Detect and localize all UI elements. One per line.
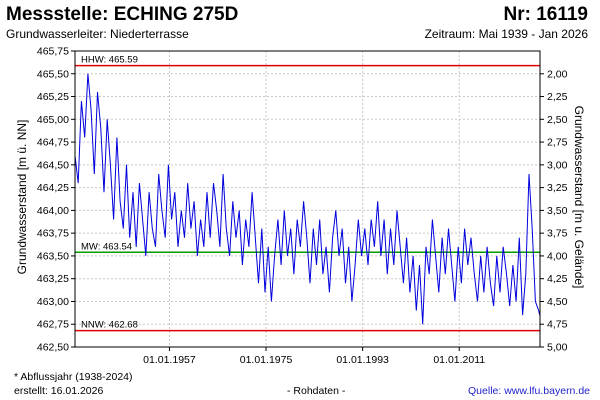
reference-line-label: MW: 463.54 [81,241,132,252]
left-tick-label: 465,25 [37,91,69,103]
footnote: * Abflussjahr (1938-2024) [14,371,133,383]
left-tick-label: 465,50 [37,68,69,80]
created-date: erstellt: 16.01.2026 [14,385,104,397]
groundwater-series-line [74,73,541,325]
left-tick-label: 462,75 [37,319,69,331]
plot-border [74,50,541,348]
left-tick-label: 465,75 [37,46,69,58]
source-link[interactable]: Quelle: www.lfu.bayern.de [468,385,590,397]
rawdata-label: - Rohdaten - [287,385,346,397]
aquifer-label: Grundwasserleiter: Niederterrasse [6,27,189,41]
left-tick-label: 463,75 [37,228,69,240]
right-tick-label: 3,25 [547,182,568,194]
y-axis-label-right: Grundwasserstand [m u. Gelände] [572,106,586,289]
left-tick-label: 462,50 [37,342,69,354]
right-tick-label: 4,75 [547,319,568,331]
right-tick-label: 4,00 [547,250,568,262]
right-tick-label: 2,50 [547,114,568,126]
right-tick-label: 4,50 [547,296,568,308]
x-axis-ticks: 01.01.1957 01.01.1975 01.01.1993 01.01.2011 [143,347,485,366]
right-tick-label: 4,25 [547,273,568,285]
x-tick-label: 01.01.1975 [240,354,293,366]
right-tick-label: 3,00 [547,159,568,171]
station-number: Nr: 16119 [503,4,588,25]
left-tick-label: 464,50 [37,159,69,171]
left-tick-label: 463,25 [37,273,69,285]
x-tick-label: 01.01.1993 [336,354,389,366]
right-tick-label: 2,00 [547,68,568,80]
left-tick-label: 465,00 [37,114,69,126]
station-title: Messstelle: ECHING 275D [6,4,239,25]
x-tick-label: 01.01.2011 [433,354,485,366]
chart-grid [75,50,540,348]
left-tick-label: 463,00 [37,296,69,308]
left-tick-label: 464,75 [37,137,69,149]
left-tick-label: 463,50 [37,250,69,262]
y-axis-label-left: Grundwasserstand [m ü. NN] [15,120,29,275]
right-tick-label: 5,00 [547,342,568,354]
left-tick-label: 464,00 [37,205,69,217]
period-label: Zeitraum: Mai 1939 - Jan 2026 [424,27,588,41]
reference-lines: HHW: 465.59 MW: 463.54 NNW: 462.68 [75,55,540,332]
right-tick-label: 3,50 [547,205,568,217]
right-tick-label: 2,75 [547,137,568,149]
right-tick-label: 3,75 [547,228,568,240]
left-axis-ticks: 465,75 465,50 465,25 465,00 464,75 464,50 464,… [37,46,75,354]
left-tick-label: 464,25 [37,182,69,194]
x-tick-label: 01.01.1957 [143,354,196,366]
right-tick-label: 2,25 [547,91,568,103]
reference-line-label: HHW: 465.59 [81,55,138,66]
plot-frame [74,50,541,348]
reference-line-label: NNW: 462.68 [81,320,138,331]
right-axis-ticks: 2,00 2,25 2,50 2,75 3,00 3,25 3,50 3,75 4,00 4,25… [540,68,568,354]
